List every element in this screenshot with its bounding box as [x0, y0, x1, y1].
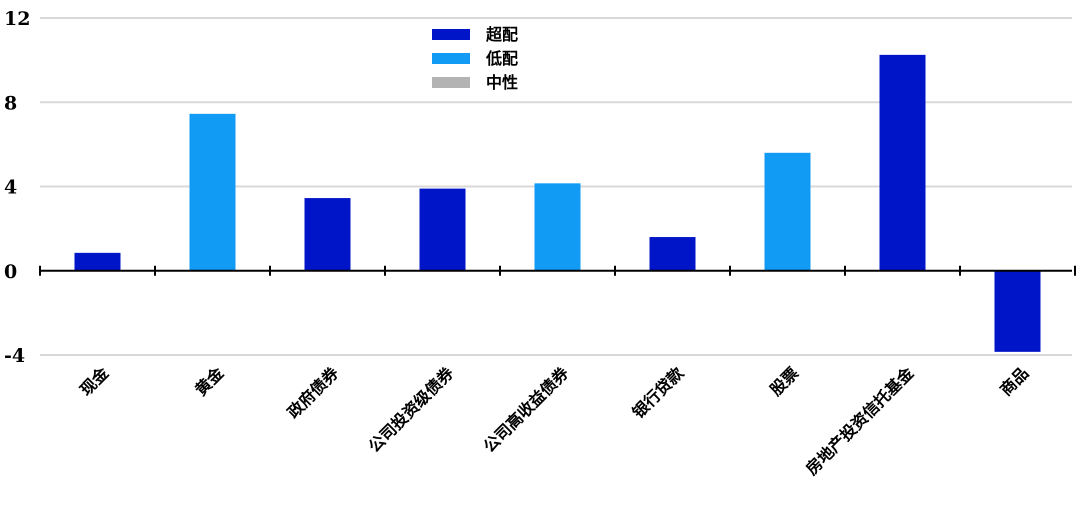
x-tick-label: 政府债券 — [284, 363, 343, 422]
bar — [994, 270, 1041, 352]
x-tick-label: 股票 — [766, 363, 802, 399]
legend-swatch — [432, 53, 470, 64]
x-tick-label: 公司投资级债券 — [365, 363, 458, 456]
bar — [304, 198, 351, 271]
x-tick-label: 公司高收益债券 — [480, 363, 573, 456]
zero-axis — [39, 265, 1076, 276]
legend-swatch — [432, 77, 470, 88]
bar — [764, 152, 811, 271]
y-tick-label: 12 — [4, 8, 30, 30]
bar — [189, 113, 236, 271]
bar — [419, 188, 466, 271]
legend-label: 超配 — [485, 25, 518, 44]
x-tick-label: 银行贷款 — [629, 363, 688, 422]
y-tick-label: 4 — [4, 177, 17, 199]
bar — [649, 237, 696, 271]
x-tick-label: 现金 — [76, 363, 113, 400]
x-tick-label: 黄金 — [191, 363, 228, 400]
y-axis-ticks: 12 8 4 0 -4 — [4, 8, 30, 367]
bar — [74, 252, 121, 271]
x-axis-ticks: 现金 黄金 政府债券 公司投资级债券 公司高收益债券 银行贷款 股票 房地产投资信托基金 商品 — [76, 363, 1032, 479]
legend-label: 低配 — [485, 49, 518, 68]
y-tick-label: 0 — [4, 261, 17, 283]
x-tick-label: 商品 — [996, 363, 1032, 399]
legend-swatch — [432, 29, 470, 40]
y-tick-label: -4 — [4, 345, 25, 367]
y-tick-label: 8 — [4, 92, 17, 114]
bars — [74, 54, 1041, 352]
legend-label: 中性 — [486, 73, 518, 92]
bar — [879, 54, 926, 271]
x-tick-label: 房地产投资信托基金 — [802, 363, 918, 479]
bar — [534, 183, 581, 271]
